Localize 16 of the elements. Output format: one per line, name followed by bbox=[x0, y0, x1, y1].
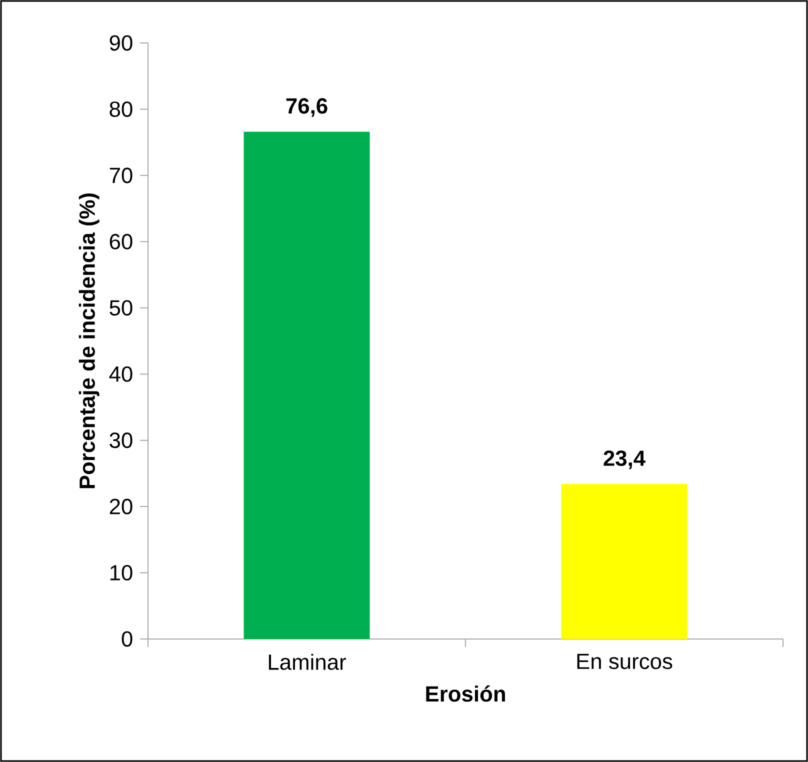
y-tick-label: 50 bbox=[110, 300, 132, 316]
y-tick-label: 90 bbox=[110, 35, 132, 51]
y-tick-label: 70 bbox=[110, 168, 132, 184]
y-tick-label: 30 bbox=[110, 432, 132, 448]
data-label: 76,6 bbox=[286, 98, 328, 117]
y-tick-label: 80 bbox=[110, 101, 132, 117]
y-tick-label: 60 bbox=[110, 234, 132, 250]
y-tick-label: 10 bbox=[110, 564, 132, 581]
data-label: 23,4 bbox=[604, 450, 646, 470]
x-tick-label: En surcos bbox=[577, 654, 672, 670]
y-axis-title: Porcentaje de incidencia (%) bbox=[78, 193, 100, 488]
y-tick-label: 0 bbox=[122, 631, 132, 647]
y-tick-label: 20 bbox=[110, 498, 132, 514]
y-tick-label: 40 bbox=[109, 366, 132, 382]
x-axis-title: Erosión bbox=[426, 685, 505, 702]
x-tick-label: Laminar bbox=[268, 654, 346, 670]
